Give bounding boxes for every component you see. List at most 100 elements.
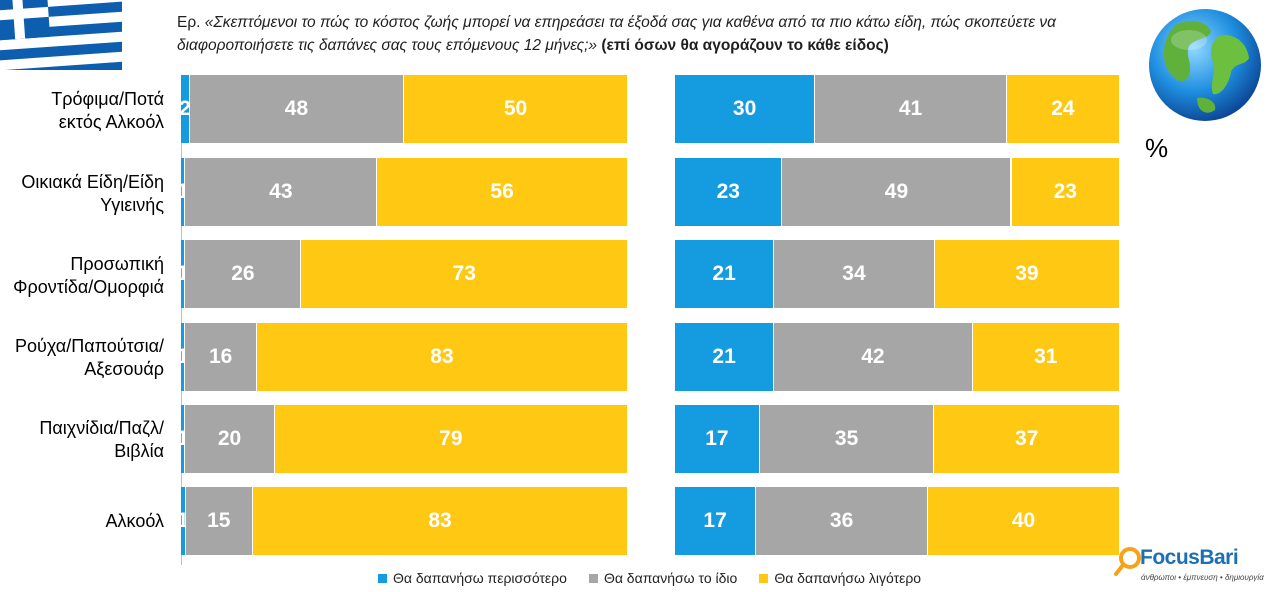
bar-segment-more: 17 [675, 487, 757, 555]
question-text: Ερ. «Σκεπτόμενοι το πώς το κόστος ζωής μ… [177, 11, 1107, 57]
category-label-line: Οικιακά Είδη/Είδη [21, 172, 164, 192]
legend-label-more: Θα δαπανήσω περισσότερο [393, 570, 567, 586]
bar-segment-same: 34 [774, 240, 935, 308]
category-label-household: Οικιακά Είδη/Είδη Υγιεινής [0, 171, 164, 217]
globe-icon [1137, 6, 1273, 124]
bar-value-label: 73 [452, 262, 476, 285]
bar-value-label: 56 [490, 180, 514, 203]
bar-value-label: 36 [829, 509, 854, 532]
legend-label-same: Θα δαπανήσω το ίδιο [603, 570, 738, 586]
category-label-line: Υγιεινής [100, 195, 164, 215]
bar-value-label: 1 [176, 345, 189, 368]
bar-value-label: 39 [1015, 262, 1039, 285]
bar-value-label: 35 [834, 427, 859, 450]
category-label-personal-care: Προσωπική Φροντίδα/Ομορφιά [0, 253, 164, 299]
bar-value-label: 1 [176, 427, 189, 450]
bar-segment-more: 1 [177, 487, 189, 555]
legend-item-less: Θα δαπανήσω λιγότερο [759, 570, 921, 586]
question-note: (επί όσων θα αγοράζουν το κάθε είδος) [601, 37, 889, 54]
legend-swatch-same [588, 573, 598, 583]
bar-segment-same: 26 [185, 240, 302, 308]
bar-value-label: 17 [703, 509, 727, 532]
bar-segment-less: 50 [404, 75, 627, 143]
bar-segment-more: 30 [675, 75, 816, 143]
logo-name: FocusBari [1140, 546, 1239, 569]
bar-value-label: 83 [430, 345, 454, 368]
category-label-line: Τρόφιμα/Ποτά [51, 89, 164, 109]
bar-segment-more: 23 [675, 158, 783, 226]
bar-value-label: 26 [231, 262, 255, 285]
bar-segment-less: 73 [301, 240, 627, 308]
bar-segment-more: 1 [177, 405, 189, 473]
bar-segment-less: 37 [934, 405, 1119, 473]
bar-value-label: 2 [179, 97, 191, 120]
bar-value-label: 1 [176, 262, 189, 285]
bar-value-label: 49 [884, 180, 909, 203]
magnifier-icon [1114, 547, 1141, 576]
bar-segment-less: 83 [253, 487, 627, 555]
bar-value-label: 1 [176, 509, 189, 532]
bar-segment-more: 1 [177, 240, 189, 308]
legend-label-less: Θα δαπανήσω λιγότερο [774, 570, 922, 586]
bar-value-label: 21 [712, 345, 736, 368]
category-axis [181, 75, 182, 565]
bar-segment-same: 42 [774, 323, 973, 391]
bar-value-label: 42 [861, 345, 885, 368]
bar-segment-more: 1 [177, 323, 189, 391]
bar-value-label: 31 [1034, 345, 1058, 368]
category-label-line: Φροντίδα/Ομορφιά [13, 277, 164, 297]
bar-segment-same: 43 [185, 158, 378, 226]
bar-value-label: 30 [732, 97, 757, 120]
bar-value-label: 16 [208, 345, 233, 368]
bar-segment-more: 1 [177, 158, 189, 226]
bar-value-label: 1 [176, 180, 189, 203]
bar-segment-same: 49 [782, 158, 1012, 226]
bar-segment-same: 41 [815, 75, 1007, 143]
legend-swatch-less [759, 573, 769, 583]
bar-value-label: 34 [842, 262, 866, 285]
bar-value-label: 15 [207, 509, 231, 532]
bar-value-label: 48 [284, 97, 309, 120]
bar-segment-less: 40 [928, 487, 1119, 555]
bar-segment-same: 15 [185, 487, 254, 555]
category-label-line: εκτός Αλκοόλ [58, 112, 164, 132]
bar-value-label: 23 [716, 180, 740, 203]
bar-segment-more: 21 [675, 323, 775, 391]
category-label-alcohol: Αλκοόλ [0, 510, 164, 533]
bar-value-label: 20 [217, 427, 242, 450]
category-label-line: Αλκοόλ [105, 511, 164, 531]
unit-label: % [1145, 133, 1169, 163]
category-label-line: Βιβλία [114, 441, 164, 461]
bar-value-label: 37 [1015, 427, 1039, 450]
bar-segment-more: 2 [179, 75, 191, 143]
legend-item-same: Θα δαπανήσω το ίδιο [588, 570, 738, 586]
bar-segment-less: 24 [1006, 75, 1119, 143]
question-body: «Σκεπτόμενοι το πώς το κόστος ζωής μπορε… [177, 14, 1056, 54]
category-label-line: Ρούχα/Παπούτσια/ [14, 336, 164, 356]
bar-segment-less: 83 [256, 323, 627, 391]
legend-item-more: Θα δαπανήσω περισσότερο [378, 570, 567, 586]
bar-value-label: 79 [439, 427, 463, 450]
bar-value-label: 21 [712, 262, 736, 285]
legend-swatch-more [378, 573, 387, 583]
bar-segment-less: 79 [274, 405, 627, 473]
category-label-line: Προσωπική [70, 254, 164, 274]
category-label-clothing: Ρούχα/Παπούτσια/ Αξεσουάρ [0, 335, 164, 381]
bar-segment-less: 31 [972, 323, 1119, 391]
bar-value-label: 23 [1053, 180, 1077, 203]
bar-segment-more: 17 [675, 405, 760, 473]
bar-segment-same: 16 [185, 323, 257, 391]
bar-segment-less: 39 [934, 240, 1119, 308]
bar-segment-more: 21 [675, 240, 775, 308]
category-label-line: Παιχνίδια/Παζλ/ [39, 418, 164, 438]
greek-flag-icon [0, 0, 122, 70]
category-label-food: Τρόφιμα/Ποτά εκτός Αλκοόλ [0, 88, 164, 134]
bar-segment-same: 36 [756, 487, 929, 555]
logo-tagline: άνθρωποι • έμπνευση • δημιουργία [1141, 573, 1264, 582]
bar-value-label: 17 [705, 427, 729, 450]
focusbari-logo: FocusBari άνθρωποι • έμπνευση • δημιουργ… [1114, 544, 1264, 588]
category-label-line: Αξεσουάρ [84, 359, 164, 379]
bar-value-label: 43 [269, 180, 293, 203]
bar-value-label: 50 [503, 97, 528, 120]
category-label-toys: Παιχνίδια/Παζλ/ Βιβλία [0, 417, 164, 463]
